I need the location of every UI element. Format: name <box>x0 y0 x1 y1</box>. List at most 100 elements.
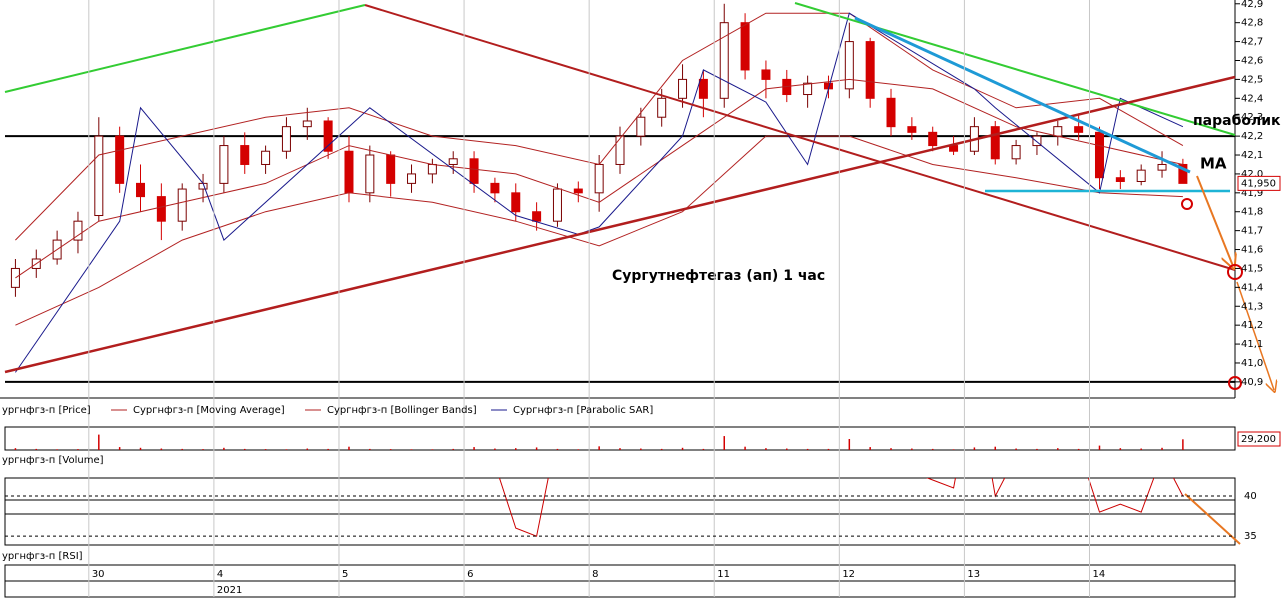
candle-body <box>761 69 771 80</box>
candle-body <box>386 154 396 184</box>
candle-body <box>865 41 875 99</box>
y-tick-label: 41,1 <box>1241 339 1263 350</box>
y-tick-label: 41,2 <box>1241 320 1263 331</box>
candle-body <box>1053 126 1063 137</box>
forecast-arrow <box>1196 175 1233 266</box>
legend-entry: Сургнфгз-п [Moving Average] <box>133 405 285 416</box>
candle-body <box>678 78 688 99</box>
legend-entry: ургнфгз-п [Volume] <box>2 455 104 466</box>
x-tick-label: 30 <box>92 569 105 580</box>
chart-title: Сургутнефтегаз (ап) 1 час <box>612 268 825 284</box>
candle-body <box>407 173 417 184</box>
x-tick-label: 8 <box>592 569 598 580</box>
y-tick-label: 42,3 <box>1241 112 1263 123</box>
candle-body <box>156 196 166 222</box>
candle-body <box>448 158 458 165</box>
band-lower <box>15 135 1183 326</box>
last-price-label: 41,950 <box>1241 178 1276 189</box>
candle-body <box>1011 145 1021 160</box>
y-tick-label: 41,9 <box>1241 188 1263 199</box>
candle-body <box>990 126 1000 160</box>
candle-body <box>1074 126 1084 133</box>
candle-body <box>594 163 604 194</box>
candle-body <box>469 158 479 184</box>
trend-line <box>4 75 1236 374</box>
indicator-line <box>15 78 1184 279</box>
candle-body <box>1032 135 1042 147</box>
candle-body <box>719 22 729 99</box>
candle-body <box>490 182 500 194</box>
y-tick-label: 41,6 <box>1241 245 1263 256</box>
last-volume-box <box>1237 431 1281 447</box>
target-circle <box>1181 198 1193 210</box>
y-tick-label: 42,7 <box>1241 37 1263 48</box>
y-tick-label: 42,6 <box>1241 55 1263 66</box>
candle-body <box>552 188 562 222</box>
x-tick-label: 12 <box>842 569 855 580</box>
forecast-arrow <box>1236 281 1274 390</box>
candle-body <box>94 135 104 217</box>
y-tick-label: 42,5 <box>1241 74 1263 85</box>
legend-entry: Сургнфгз-п [Bollinger Bands] <box>327 405 477 416</box>
trend-line <box>364 4 1236 271</box>
candle-body <box>803 82 813 96</box>
y-tick-label: 42,9 <box>1241 0 1263 10</box>
candle-body <box>907 126 917 133</box>
trend-line <box>854 16 1191 174</box>
candle-body <box>1115 177 1125 182</box>
candle-body <box>115 135 125 184</box>
candle-body <box>323 120 333 152</box>
candle-body <box>281 126 291 152</box>
y-tick-label: 40 <box>1244 491 1257 502</box>
annotation: параболик <box>1193 113 1281 129</box>
y-tick-label: 35 <box>1244 531 1257 542</box>
candle-body <box>261 150 271 165</box>
y-tick-label: 42,1 <box>1241 150 1263 161</box>
candle-body <box>1136 169 1146 182</box>
legend-entry: Сургнфгз-п [Parabolic SAR] <box>513 405 653 416</box>
candle-body <box>302 120 312 128</box>
year-label: 2021 <box>217 585 242 596</box>
candle-body <box>427 163 437 175</box>
y-tick-label: 40,9 <box>1241 377 1263 388</box>
candle-body <box>219 145 229 184</box>
x-tick-label: 4 <box>217 569 223 580</box>
candle-body <box>886 97 896 128</box>
candle-body <box>636 116 646 137</box>
indicator-line <box>14 12 1184 373</box>
candle-body <box>928 131 938 147</box>
candle-body <box>177 188 187 222</box>
candle-body <box>1094 131 1104 179</box>
target-circle <box>1228 376 1242 390</box>
y-tick-label: 41,7 <box>1241 226 1263 237</box>
x-tick-label: 5 <box>342 569 348 580</box>
last-price-box <box>1237 175 1281 191</box>
y-tick-label: 41,3 <box>1241 301 1263 312</box>
candle-body <box>532 211 542 222</box>
candle-body <box>240 145 250 165</box>
trend-line <box>4 4 366 93</box>
candle-body <box>1157 163 1167 171</box>
candle-body <box>573 188 583 194</box>
y-tick-label: 41,4 <box>1241 282 1263 293</box>
y-tick-label: 42,0 <box>1241 169 1263 180</box>
forecast-arrow <box>1184 493 1241 545</box>
candle-body <box>844 41 854 90</box>
target-circle <box>1227 264 1243 280</box>
candle-body <box>365 154 375 194</box>
y-tick-label: 42,2 <box>1241 131 1263 142</box>
candle-body <box>698 78 708 99</box>
annotation: MA <box>1200 155 1227 173</box>
legend-entry: ургнфгз-п [Price] <box>2 405 91 416</box>
candle-body <box>136 182 146 198</box>
band-upper <box>15 12 1184 241</box>
last-volume-label: 29,200 <box>1241 434 1276 445</box>
y-tick-label: 41,8 <box>1241 207 1263 218</box>
candle-body <box>73 220 83 241</box>
y-tick-label: 42,8 <box>1241 18 1263 29</box>
y-tick-label: 42,4 <box>1241 93 1263 104</box>
x-tick-label: 14 <box>1092 569 1105 580</box>
candle-body <box>740 22 750 71</box>
x-tick-label: 11 <box>717 569 730 580</box>
trend-lines <box>4 2 1274 545</box>
